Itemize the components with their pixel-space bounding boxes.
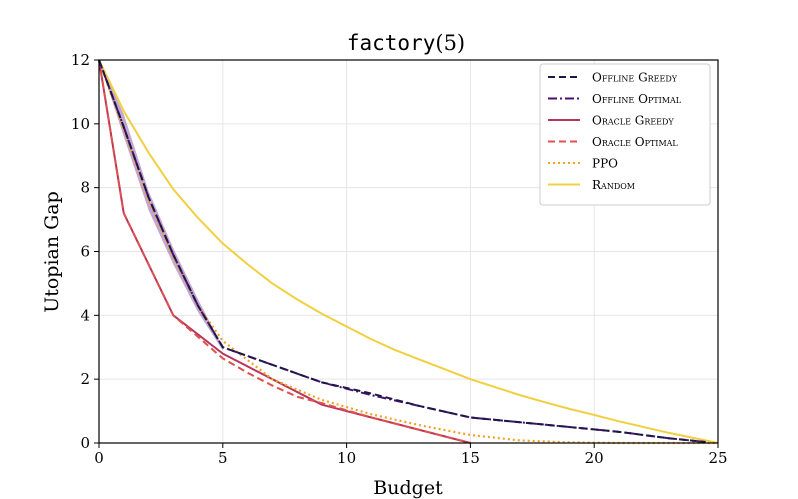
y-tick-label: 6 <box>80 243 90 261</box>
legend-label-oracle-optimal: Oracle Optimal <box>592 135 678 149</box>
y-axis-label: Utopian Gap <box>41 191 63 313</box>
y-tick-label: 8 <box>80 179 90 197</box>
chart-title: factory(5) <box>347 31 465 55</box>
chart-title-arg: (5) <box>435 31 465 55</box>
legend-label-offline-greedy: Offline Greedy <box>592 71 678 85</box>
offline-confidence-band <box>99 60 223 351</box>
x-tick-label: 15 <box>461 449 480 467</box>
series-line-random <box>98 59 719 444</box>
y-tick-label: 0 <box>80 434 90 452</box>
x-tick-label: 0 <box>94 449 104 467</box>
x-tick-label: 5 <box>218 449 228 467</box>
y-tick-label: 2 <box>80 370 90 388</box>
legend-label-ppo: PPO <box>592 157 618 171</box>
x-axis-label: Budget <box>373 477 443 499</box>
offline-band <box>99 60 223 351</box>
chart-title-func: factory <box>347 31 436 55</box>
x-tick-label: 25 <box>708 449 727 467</box>
legend-label-offline-optimal: Offline Optimal <box>592 92 682 106</box>
y-tick-label: 12 <box>71 51 90 69</box>
axis-ticks: 0 5 10 15 20 25 0 2 4 6 8 10 12 <box>71 51 728 467</box>
legend-box <box>539 63 711 206</box>
x-tick-label: 10 <box>337 449 356 467</box>
y-tick-label: 10 <box>71 115 90 133</box>
x-tick-label: 20 <box>585 449 604 467</box>
series-line-oracle-optimal <box>98 59 471 444</box>
series-line-offline-greedy <box>98 59 706 444</box>
legend-label-oracle-greedy: Oracle Greedy <box>592 114 674 128</box>
legend-label-random: Random <box>592 178 635 192</box>
legend: Offline Greedy Offline Optimal Oracle Gree… <box>539 63 711 206</box>
y-tick-label: 4 <box>80 306 90 324</box>
